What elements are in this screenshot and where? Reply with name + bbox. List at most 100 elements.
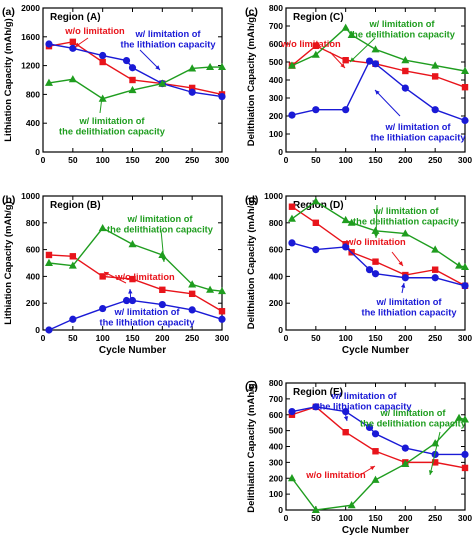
y-tick-label: 100 (269, 129, 283, 139)
y-tick-label: 200 (269, 473, 283, 483)
y-axis-label: Delithiation Capacity (mAh/g) (246, 14, 257, 146)
data-point (218, 315, 226, 323)
y-tick-label: 800 (269, 218, 283, 228)
annotation-label: w/ limitation of (379, 408, 446, 418)
data-point (461, 282, 469, 290)
annotation-arrow (349, 37, 376, 63)
data-point (218, 62, 226, 71)
x-tick-label: 100 (339, 513, 353, 523)
data-point (128, 296, 137, 305)
data-point (129, 275, 136, 283)
y-tick-label: 0 (35, 325, 40, 335)
data-point (371, 226, 380, 234)
arrow-head (340, 63, 345, 68)
annotation-label: the lithiation capacity (99, 318, 195, 328)
x-tick-label: 250 (185, 333, 199, 343)
y-tick-label: 300 (269, 93, 283, 103)
y-tick-label: 400 (269, 442, 283, 452)
data-point (342, 57, 349, 64)
panel-label: (a) (2, 6, 15, 18)
data-point (312, 403, 320, 411)
y-tick-label: 0 (278, 147, 283, 157)
arrow-head (128, 289, 133, 294)
data-point (365, 423, 374, 432)
annotation-label: w/ limitation of (330, 391, 397, 401)
annotation-label: w/ limitation of (113, 307, 180, 317)
data-point (347, 501, 356, 509)
data-point (402, 67, 409, 75)
data-point (311, 197, 320, 205)
x-tick-label: 250 (428, 333, 442, 343)
y-tick-label: 800 (26, 218, 40, 228)
annotation-label: w/ limitation of (126, 214, 193, 224)
y-tick-label: 800 (269, 378, 283, 388)
y-tick-label: 0 (278, 325, 283, 335)
annotation-label: w/o limitation (305, 470, 366, 480)
data-point (69, 315, 77, 323)
data-point (288, 239, 296, 247)
chart-panel-3: 0 50 100 150 200 250 300 0 100 200 300 400 500 600 700… (245, 3, 472, 165)
data-point (287, 214, 296, 222)
x-tick-label: 250 (185, 155, 199, 165)
data-point (218, 92, 226, 101)
data-point (68, 261, 77, 269)
x-tick-label: 150 (125, 333, 139, 343)
arrow-head (350, 57, 355, 62)
data-point (312, 42, 320, 49)
annotation-label: w/ limitation of (372, 206, 439, 216)
data-point (401, 459, 410, 467)
y-tick-label: 800 (26, 89, 40, 99)
y-tick-label: 400 (269, 75, 283, 85)
x-tick-label: 50 (68, 155, 78, 165)
data-point (342, 407, 350, 416)
x-tick-label: 150 (368, 333, 382, 343)
data-point (128, 240, 137, 248)
data-point (188, 64, 197, 72)
data-point (206, 285, 215, 293)
data-point (218, 286, 226, 295)
annotation-label: the lithiation capacity (316, 402, 412, 412)
data-point (372, 448, 379, 455)
data-point (365, 266, 374, 274)
y-tick-label: 0 (35, 147, 40, 157)
x-tick-label: 50 (311, 333, 321, 343)
data-point (158, 250, 167, 258)
data-point (287, 61, 296, 69)
data-point (69, 253, 77, 260)
data-point (431, 106, 439, 114)
x-tick-label: 100 (96, 333, 110, 343)
x-tick-label: 200 (155, 333, 169, 343)
y-tick-label: 1200 (21, 61, 40, 71)
data-point (188, 306, 196, 314)
data-point (347, 218, 356, 226)
data-point (44, 78, 53, 86)
y-tick-label: 200 (26, 298, 40, 308)
data-point (401, 229, 410, 237)
annotation-label: the delithiation capacity (360, 419, 467, 429)
series-line-3 (48, 227, 223, 292)
data-point (371, 475, 380, 483)
data-point (45, 251, 53, 259)
data-point (371, 45, 380, 53)
y-tick-label: 700 (269, 394, 283, 404)
data-point (461, 262, 469, 271)
y-tick-label: 600 (26, 245, 40, 255)
data-point (98, 223, 107, 232)
data-point (371, 60, 380, 68)
arrow-head (343, 416, 349, 421)
y-tick-label: 600 (269, 245, 283, 255)
arrow-head (161, 257, 166, 262)
series-line-2 (48, 43, 223, 98)
y-tick-label: 1000 (264, 191, 283, 201)
y-tick-label: 500 (269, 57, 283, 67)
series-line-2 (291, 406, 465, 456)
annotation-arrow (139, 49, 161, 71)
data-point (431, 245, 440, 253)
data-point (287, 474, 296, 482)
arrow-head (373, 233, 379, 238)
data-point (218, 308, 226, 315)
chart-panel-5: 0 50 100 150 200 250 300 0 100 200 300 400 500 600 700… (245, 378, 472, 536)
data-point (45, 40, 53, 48)
data-point (341, 23, 350, 31)
